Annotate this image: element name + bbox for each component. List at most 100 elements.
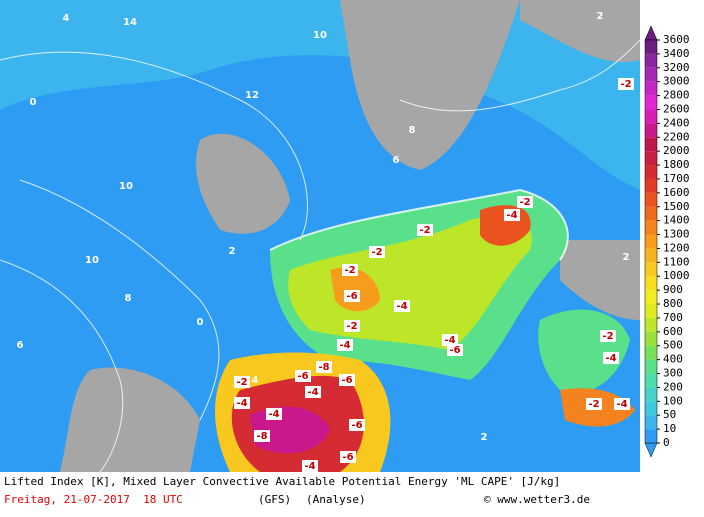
colorbar-band — [645, 331, 657, 346]
contour-label: -4 — [307, 387, 318, 398]
colorbar-band — [645, 95, 657, 110]
contour-label: 0 — [30, 97, 37, 108]
colorbar-band — [645, 401, 657, 416]
contour-label: -2 — [344, 265, 355, 276]
contour-label: 4 — [63, 13, 70, 24]
contour-label: -6 — [449, 345, 460, 356]
contour-label-box — [504, 209, 520, 221]
colorbar-label: 200 — [663, 380, 683, 393]
contour-label-box — [349, 419, 365, 431]
colorbar-band — [645, 359, 657, 374]
colorbar-band — [645, 220, 657, 235]
contour-label: 10 — [119, 181, 133, 192]
colorbar-label: 2200 — [663, 130, 690, 143]
region — [288, 216, 532, 350]
colorbar-label: 600 — [663, 325, 683, 338]
contour-label-box — [302, 460, 318, 472]
colorbar-band — [645, 304, 657, 318]
contour-label: 8 — [125, 293, 132, 304]
contour-label: 2 — [481, 432, 488, 443]
contour-label: -4 — [616, 399, 627, 410]
colorbar-band — [645, 123, 657, 138]
colorbar-band — [645, 262, 657, 277]
colorbar-label: 2000 — [663, 144, 690, 157]
colorbar-label: 2600 — [663, 102, 690, 115]
colorbar-band — [645, 429, 657, 443]
contour-label-box — [295, 370, 311, 382]
colorbar-label: 700 — [663, 311, 683, 324]
contour-label: -4 — [268, 409, 279, 420]
colorbar-band — [645, 276, 657, 291]
footer-source: © www.wetter3.de — [484, 493, 590, 506]
colorbar-band — [645, 53, 657, 68]
contour-label-box — [339, 374, 355, 386]
contour-label-box — [316, 361, 332, 373]
land — [560, 240, 640, 320]
land — [520, 0, 640, 62]
contour-label-box — [266, 408, 282, 420]
colorbar-label: 1700 — [663, 172, 690, 185]
contour-label: 12 — [245, 90, 259, 101]
colorbar-label: 50 — [663, 408, 676, 421]
land — [340, 0, 520, 170]
contour-label: -2 — [419, 225, 430, 236]
contour-label: -4 — [339, 340, 350, 351]
colorbar-label: 3000 — [663, 75, 690, 88]
contour-label: -2 — [620, 79, 631, 90]
contour-label: -2 — [602, 331, 613, 342]
contour-label: 14 — [123, 17, 137, 28]
contour-label-box — [447, 344, 463, 356]
colorbar-label: 1500 — [663, 200, 690, 213]
colorbar-label: 300 — [663, 367, 683, 380]
colorbar-label: 3600 — [663, 33, 690, 46]
colorbar-band — [645, 415, 657, 430]
contour-label: 0 — [197, 317, 204, 328]
contour-label: 6 — [393, 155, 400, 166]
colorbar-band — [645, 192, 657, 207]
contour-label: -6 — [351, 420, 362, 431]
contour-label: -8 — [318, 362, 329, 373]
contour-label-box — [344, 320, 360, 332]
contour-label: -2 — [236, 377, 247, 388]
footer-model: (GFS) — [258, 493, 291, 506]
contour-label-box — [340, 451, 356, 463]
colorbar-band — [645, 109, 657, 124]
contour-label: 10 — [313, 30, 327, 41]
colorbar-label: 1600 — [663, 186, 690, 199]
contour-label-box — [586, 398, 602, 410]
contour-label: -4 — [444, 335, 455, 346]
contour-label-box — [417, 224, 433, 236]
colorbar-label: 1800 — [663, 158, 690, 171]
contour-label-box — [337, 339, 353, 351]
contour-label-box — [394, 300, 410, 312]
contour-label-box — [305, 386, 321, 398]
colorbar-band — [645, 317, 657, 332]
contour-labels: -4-2-2-2-2-6-4-2-4-6-8-6-4-2-4-4-8-6-6-4… — [17, 11, 634, 472]
contour-label-box — [254, 430, 270, 442]
contour-label: -8 — [256, 431, 267, 442]
contour-label: -2 — [588, 399, 599, 410]
colorbar-label: 400 — [663, 353, 683, 366]
contour-label-box — [600, 330, 616, 342]
colorbar-label: 3400 — [663, 47, 690, 60]
contour-label: 4 — [252, 375, 259, 386]
colorbar: 0105010020030040050060070080090010001100… — [644, 25, 690, 458]
contour-label-box — [342, 264, 358, 276]
contour-label: 2 — [229, 246, 236, 257]
colorbar-band — [645, 40, 657, 54]
colorbar-frame — [644, 39, 658, 444]
colorbar-bottom-arrow — [644, 442, 658, 458]
colorbar-band — [645, 206, 657, 221]
contour-label: -2 — [346, 321, 357, 332]
contour-label-box — [234, 397, 250, 409]
colorbar-band — [645, 387, 657, 402]
contour-label-box — [603, 352, 619, 364]
colorbar-label: 2400 — [663, 116, 690, 129]
colorbar-label: 500 — [663, 339, 683, 352]
contour-label: -4 — [236, 398, 247, 409]
colorbar-label: 3200 — [663, 61, 690, 74]
contour-label-box — [369, 246, 385, 258]
colorbar-band — [645, 165, 657, 179]
region — [330, 267, 380, 312]
contour-label-box — [234, 376, 250, 388]
